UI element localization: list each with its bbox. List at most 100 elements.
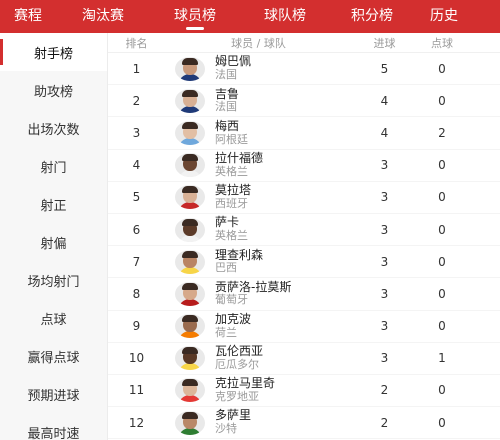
sidebar-item-10[interactable]: 最高时速 xyxy=(27,426,80,440)
avatar-hair xyxy=(182,218,198,226)
avatar-shirt xyxy=(178,137,202,145)
table-row[interactable]: 8 贡萨洛-拉莫斯 葡萄牙 3 0 xyxy=(108,278,500,311)
table-row[interactable]: 7 理查利森 巴西 3 0 xyxy=(108,246,500,279)
avatar-shirt xyxy=(178,331,202,339)
table-row[interactable]: 6 萨卡 英格兰 3 0 xyxy=(108,214,500,247)
sidebar-item-6[interactable]: 场均射门 xyxy=(27,274,80,290)
tab-1[interactable]: 淘汰赛 xyxy=(82,8,124,24)
player-name[interactable]: 萨卡 xyxy=(215,215,240,230)
tab-2[interactable]: 球员榜 xyxy=(150,0,240,33)
player-name[interactable]: 理查利森 xyxy=(215,247,264,262)
tab-0[interactable]: 赛程 xyxy=(14,8,42,24)
goals-cell: 3 xyxy=(380,319,389,334)
rank-cell: 10 xyxy=(128,351,145,366)
avatar-shirt xyxy=(178,395,202,403)
player-name[interactable]: 贡萨洛-拉莫斯 xyxy=(215,279,292,294)
player-name[interactable]: 多萨里 xyxy=(215,408,252,423)
player-avatar-icon xyxy=(175,217,205,242)
sidebar-item-0[interactable]: 射手榜 xyxy=(0,33,107,71)
table-row[interactable]: 2 吉鲁 法国 4 0 xyxy=(108,85,500,118)
avatar-hair xyxy=(182,121,198,129)
sidebar-item-9[interactable]: 预期进球 xyxy=(27,388,80,404)
table-row[interactable]: 4 拉什福德 英格兰 3 0 xyxy=(108,150,500,182)
player-name[interactable]: 克拉马里奇 xyxy=(215,376,276,391)
player-cell: 吉鲁 法国 xyxy=(165,86,352,114)
avatar-shirt xyxy=(178,266,202,274)
table-body: 1 姆巴佩 法国 5 0 2 吉鲁 法国 4 0 3 梅西 阿根廷 4 2 4 拉什福德 英格兰 3 0 5 莫拉塔 西班牙… xyxy=(108,53,500,440)
player-team: 克罗地亚 xyxy=(215,390,259,404)
table-row[interactable]: 12 多萨里 沙特 2 0 xyxy=(108,407,500,440)
table-row[interactable]: 3 梅西 阿根廷 4 2 xyxy=(108,117,500,150)
tab-5[interactable]: 历史 xyxy=(430,8,458,24)
player-cell: 拉什福德 英格兰 xyxy=(165,150,352,178)
avatar-shirt xyxy=(178,202,202,210)
player-info: 克拉马里奇 克罗地亚 xyxy=(215,376,276,404)
player-team: 英格兰 xyxy=(215,164,248,178)
tab-3[interactable]: 球队榜 xyxy=(264,8,306,24)
avatar-hair xyxy=(182,57,198,65)
player-cell: 姆巴佩 法国 xyxy=(165,55,352,81)
table-row[interactable]: 10 瓦伦西亚 厄瓜多尔 3 1 xyxy=(108,343,500,375)
player-name[interactable]: 吉鲁 xyxy=(215,86,240,101)
avatar-hair xyxy=(182,250,198,258)
player-name[interactable]: 拉什福德 xyxy=(215,150,264,165)
header-player-team: 球员 / 球队 xyxy=(231,36,286,50)
tab-4[interactable]: 积分榜 xyxy=(351,8,393,24)
table-row[interactable]: 5 莫拉塔 西班牙 3 0 xyxy=(108,182,500,214)
avatar-hair xyxy=(182,154,198,162)
penalties-cell: 0 xyxy=(438,286,446,301)
sidebar-item-1[interactable]: 助攻榜 xyxy=(33,84,73,100)
player-team: 沙特 xyxy=(215,422,237,436)
rank-cell: 1 xyxy=(132,61,141,76)
rank-cell: 8 xyxy=(132,286,141,301)
player-name[interactable]: 姆巴佩 xyxy=(215,54,252,69)
sidebar-item-4[interactable]: 射正 xyxy=(40,198,67,214)
top-nav: 赛程 淘汰赛 球员榜 球队榜 积分榜 历史 xyxy=(0,0,500,33)
penalties-cell: 0 xyxy=(438,415,446,430)
penalties-cell: 0 xyxy=(438,93,446,108)
rank-cell: 11 xyxy=(128,383,145,398)
player-cell: 加克波 荷兰 xyxy=(165,311,352,339)
avatar-hair xyxy=(182,89,198,97)
rank-cell: 4 xyxy=(132,158,141,173)
player-avatar-icon xyxy=(175,346,205,371)
sidebar-item-7[interactable]: 点球 xyxy=(40,312,67,328)
goals-cell: 3 xyxy=(380,222,389,237)
table-header: 排名 球员 / 球队 进球 点球 xyxy=(108,33,500,53)
avatar-shirt xyxy=(178,427,202,435)
avatar-hair xyxy=(182,347,198,355)
player-info: 理查利森 巴西 xyxy=(215,247,264,275)
player-name[interactable]: 梅西 xyxy=(215,118,240,133)
player-name[interactable]: 莫拉塔 xyxy=(215,183,252,198)
player-info: 莫拉塔 西班牙 xyxy=(215,183,252,210)
player-avatar-icon xyxy=(175,281,205,306)
player-avatar-icon xyxy=(175,314,205,339)
rank-cell: 3 xyxy=(132,125,141,140)
player-avatar-icon xyxy=(175,249,205,274)
penalties-cell: 0 xyxy=(438,158,446,173)
player-info: 多萨里 沙特 xyxy=(215,409,251,435)
sidebar-item-8[interactable]: 赢得点球 xyxy=(27,350,80,366)
player-name[interactable]: 瓦伦西亚 xyxy=(215,344,264,359)
penalties-cell: 0 xyxy=(438,254,446,269)
avatar-hair xyxy=(182,315,198,323)
table-row[interactable]: 9 加克波 荷兰 3 0 xyxy=(108,311,500,343)
player-team: 法国 xyxy=(215,68,237,82)
avatar-shirt xyxy=(178,298,202,306)
header-rank: 排名 xyxy=(125,36,148,50)
sidebar-item-5[interactable]: 射偏 xyxy=(40,236,67,252)
sidebar-item-3[interactable]: 射门 xyxy=(40,160,67,176)
table-row[interactable]: 11 克拉马里奇 克罗地亚 2 0 xyxy=(108,375,500,408)
player-avatar-icon xyxy=(175,88,205,113)
player-team: 厄瓜多尔 xyxy=(215,357,259,371)
avatar-shirt xyxy=(178,73,202,81)
penalties-cell: 0 xyxy=(438,190,446,205)
goals-cell: 2 xyxy=(380,383,389,398)
goals-cell: 3 xyxy=(380,158,389,173)
player-team: 英格兰 xyxy=(215,229,248,243)
goals-cell: 4 xyxy=(380,125,389,140)
player-cell: 萨卡 英格兰 xyxy=(165,216,352,242)
table-row[interactable]: 1 姆巴佩 法国 5 0 xyxy=(108,53,500,86)
player-name[interactable]: 加克波 xyxy=(215,311,252,326)
sidebar-item-2[interactable]: 出场次数 xyxy=(27,122,80,138)
